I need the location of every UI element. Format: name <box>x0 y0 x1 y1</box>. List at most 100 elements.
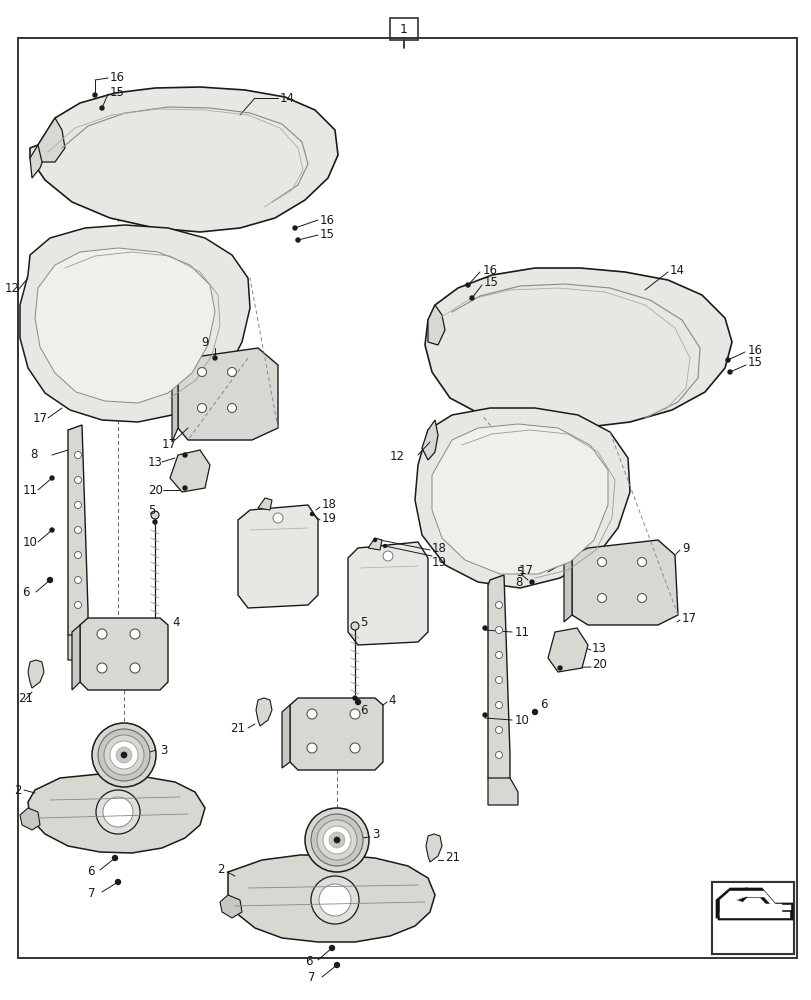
Text: 17: 17 <box>33 412 48 424</box>
Circle shape <box>47 578 53 582</box>
Text: 19: 19 <box>431 556 446 568</box>
Text: 19: 19 <box>322 512 337 524</box>
Text: 15: 15 <box>483 276 498 290</box>
Text: 21: 21 <box>18 692 33 704</box>
Circle shape <box>495 726 502 733</box>
Circle shape <box>495 626 502 634</box>
Polygon shape <box>35 248 215 403</box>
Circle shape <box>353 696 357 700</box>
Circle shape <box>50 476 54 480</box>
Polygon shape <box>564 555 571 622</box>
Polygon shape <box>367 538 381 550</box>
Circle shape <box>470 296 474 300</box>
Bar <box>389 18 418 40</box>
Text: 11: 11 <box>514 626 530 638</box>
Polygon shape <box>717 895 792 920</box>
Circle shape <box>272 513 283 523</box>
Circle shape <box>75 601 81 608</box>
Circle shape <box>75 502 81 508</box>
Text: 9: 9 <box>681 542 689 554</box>
Circle shape <box>557 666 561 670</box>
Polygon shape <box>238 505 318 608</box>
Text: 16: 16 <box>483 263 497 276</box>
Circle shape <box>383 551 393 561</box>
Circle shape <box>121 752 127 758</box>
Circle shape <box>495 652 502 658</box>
Text: 3: 3 <box>371 828 379 841</box>
Circle shape <box>310 512 313 516</box>
Polygon shape <box>414 408 629 588</box>
Polygon shape <box>80 618 168 690</box>
Circle shape <box>75 526 81 534</box>
Polygon shape <box>30 87 337 232</box>
Text: 9: 9 <box>201 336 208 349</box>
Circle shape <box>597 593 606 602</box>
Text: 16: 16 <box>109 71 125 84</box>
Circle shape <box>725 358 729 362</box>
Circle shape <box>597 558 606 566</box>
Circle shape <box>92 723 156 787</box>
Circle shape <box>495 702 502 708</box>
Text: 21: 21 <box>444 851 460 864</box>
Polygon shape <box>746 891 790 910</box>
Polygon shape <box>20 808 40 830</box>
Text: 6: 6 <box>87 865 94 878</box>
Text: 14: 14 <box>669 263 684 276</box>
Circle shape <box>75 552 81 558</box>
Polygon shape <box>719 898 789 918</box>
Circle shape <box>115 880 120 884</box>
Text: 16: 16 <box>747 344 762 357</box>
Text: 12: 12 <box>5 282 20 294</box>
Circle shape <box>293 226 297 230</box>
Polygon shape <box>719 891 781 916</box>
Polygon shape <box>255 698 272 726</box>
Circle shape <box>296 238 299 242</box>
Circle shape <box>97 629 107 639</box>
Text: 1: 1 <box>400 23 407 36</box>
Polygon shape <box>72 625 80 690</box>
Circle shape <box>530 580 534 584</box>
Polygon shape <box>348 542 427 645</box>
Circle shape <box>350 622 358 630</box>
Circle shape <box>182 486 187 490</box>
Polygon shape <box>715 888 784 918</box>
Polygon shape <box>28 774 204 853</box>
Polygon shape <box>68 635 95 660</box>
Text: 10: 10 <box>514 713 530 726</box>
Circle shape <box>100 106 104 110</box>
Circle shape <box>483 626 487 630</box>
Bar <box>711 882 793 954</box>
Circle shape <box>75 477 81 484</box>
Polygon shape <box>422 420 437 460</box>
Text: 8: 8 <box>30 448 37 462</box>
Text: 20: 20 <box>591 658 606 672</box>
Text: 21: 21 <box>230 721 245 734</box>
Polygon shape <box>169 450 210 492</box>
Circle shape <box>212 356 217 360</box>
Polygon shape <box>744 888 792 910</box>
Text: 18: 18 <box>322 498 337 512</box>
Text: 17: 17 <box>162 438 177 452</box>
Polygon shape <box>178 348 277 440</box>
Circle shape <box>130 629 139 639</box>
Text: 17: 17 <box>681 611 696 624</box>
Text: 14: 14 <box>280 92 294 105</box>
Polygon shape <box>487 778 517 805</box>
Text: 12: 12 <box>389 450 405 464</box>
Circle shape <box>75 576 81 584</box>
Circle shape <box>466 283 470 287</box>
Circle shape <box>311 876 358 924</box>
Text: 2: 2 <box>15 784 22 796</box>
Circle shape <box>323 826 350 854</box>
Polygon shape <box>547 628 587 672</box>
Text: 11: 11 <box>23 484 38 496</box>
Circle shape <box>197 403 206 412</box>
Polygon shape <box>427 305 444 345</box>
Polygon shape <box>424 268 731 428</box>
Circle shape <box>328 832 345 848</box>
Text: 13: 13 <box>591 642 606 654</box>
Polygon shape <box>220 895 242 918</box>
Polygon shape <box>68 425 88 640</box>
Circle shape <box>227 403 236 412</box>
Polygon shape <box>281 705 290 768</box>
